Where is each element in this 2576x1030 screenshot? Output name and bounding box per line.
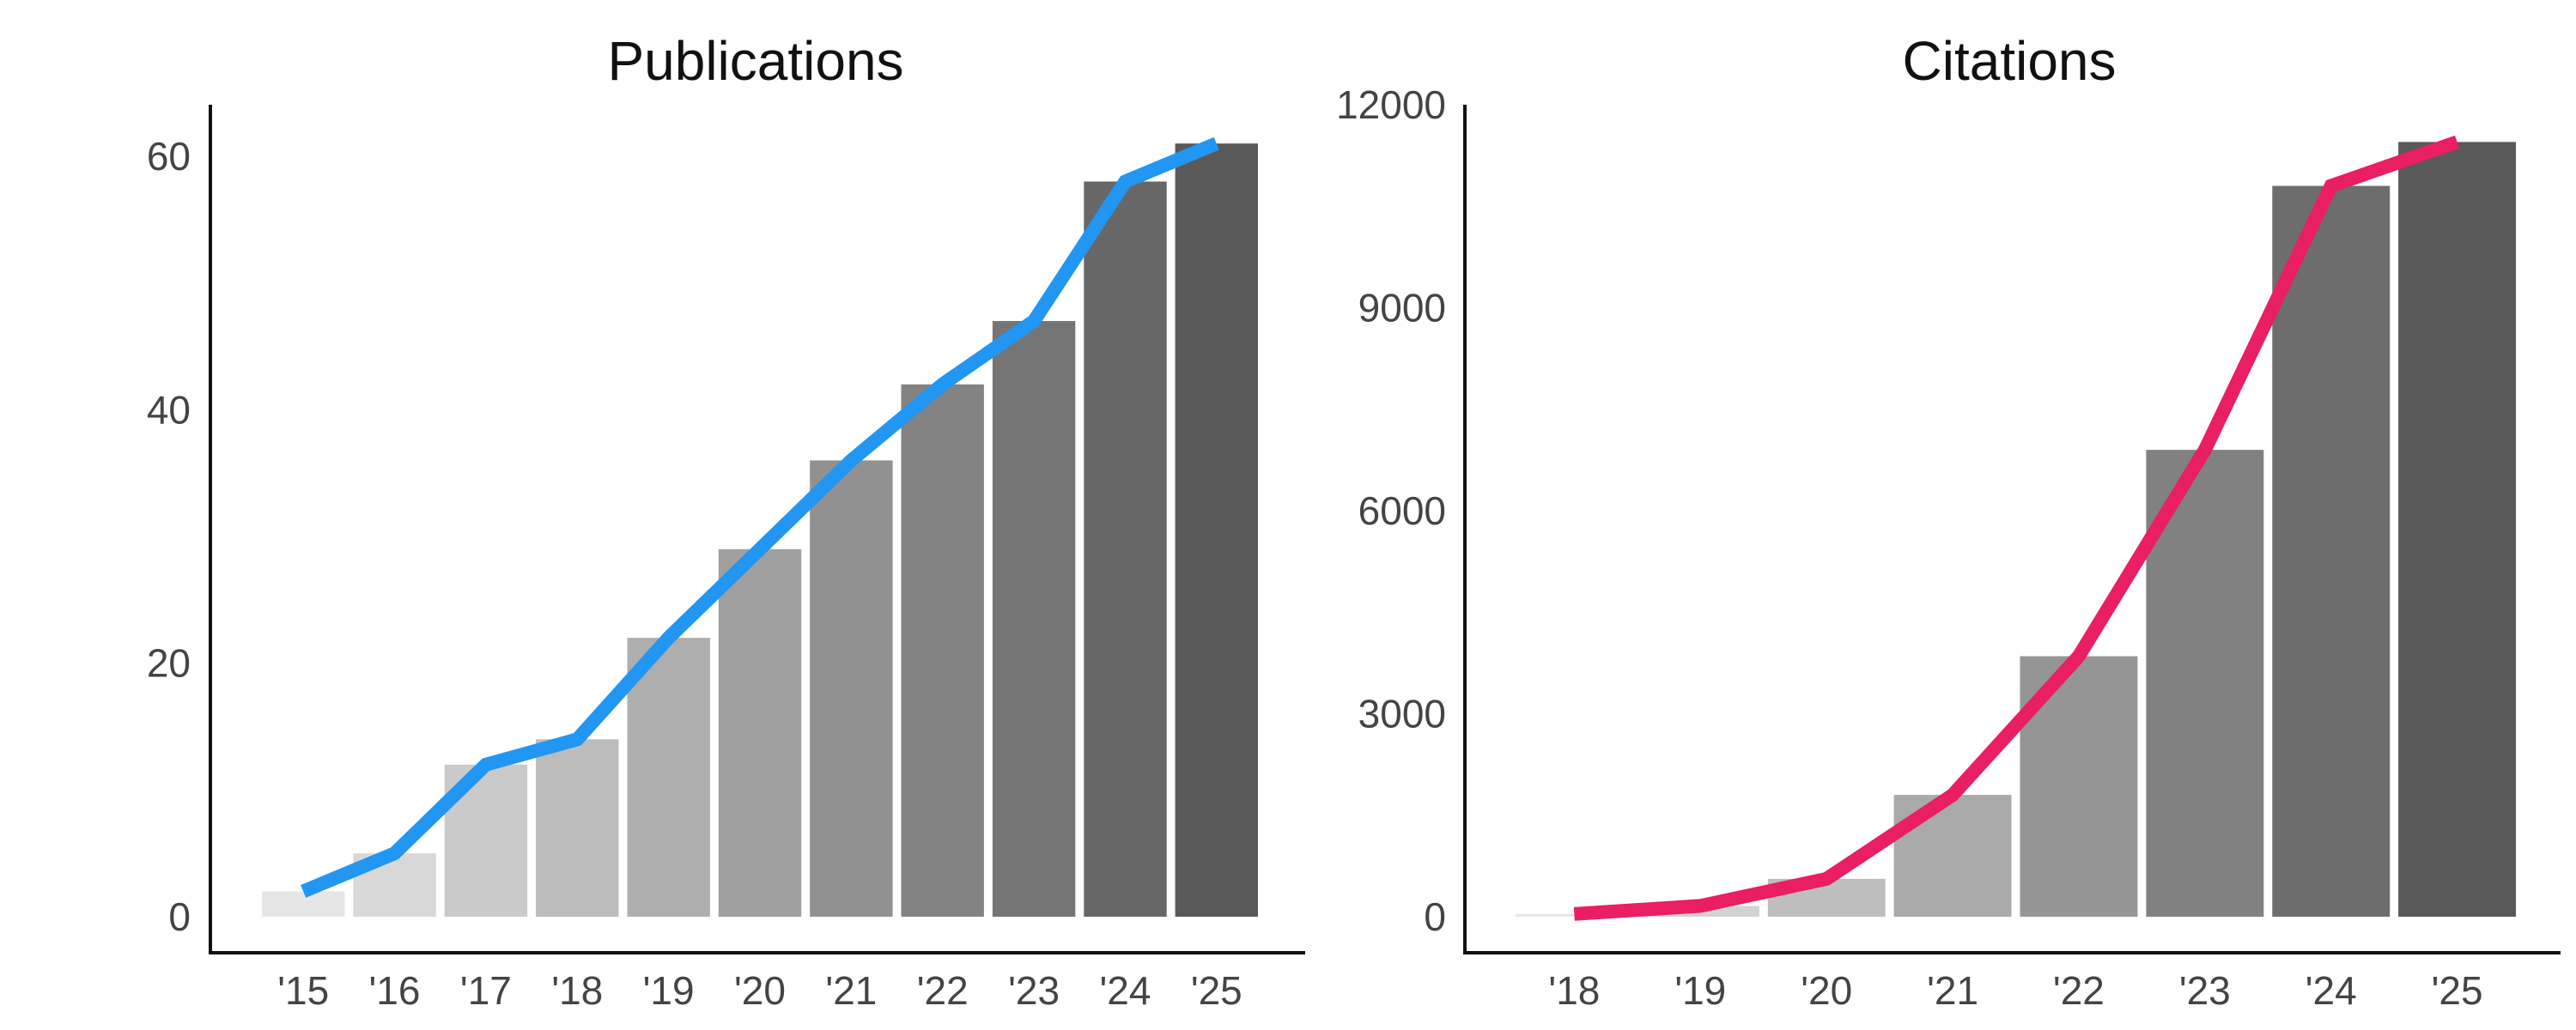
citations-bar <box>2146 450 2264 917</box>
publications-x-tick-label: '24 <box>1100 968 1151 1013</box>
publications-y-ticks: 0 20 40 60 <box>147 134 191 939</box>
publications-bar <box>536 739 619 917</box>
publications-x-tick-label: '22 <box>917 968 969 1013</box>
citations-x-tick-label: '18 <box>1548 968 1600 1013</box>
citations-x-tick-label: '24 <box>2306 968 2357 1013</box>
citations-bar <box>1516 913 1633 917</box>
publications-bar <box>1084 181 1167 917</box>
publications-x-tick-label: '25 <box>1191 968 1242 1013</box>
citations-y-ticks: 0 3000 6000 9000 12000 <box>1336 82 1446 939</box>
publications-x-tick-label: '20 <box>734 968 786 1013</box>
publications-x-tick-label: '21 <box>825 968 877 1013</box>
citations-trend-line <box>1573 135 2460 921</box>
publications-x-tick-label: '18 <box>551 968 603 1013</box>
citations-x-tick-label: '25 <box>2432 968 2483 1013</box>
publications-bar <box>901 384 984 917</box>
publications-trend-line <box>301 136 1219 898</box>
citations-x-tick-label: '19 <box>1674 968 1726 1013</box>
publications-bar <box>992 321 1076 917</box>
citations-trend-line-group <box>1573 135 2460 921</box>
citations-y-tick-label: 6000 <box>1358 488 1446 533</box>
citations-y-tick-label: 9000 <box>1358 286 1446 330</box>
citations-chart: Citations 0 3000 6000 9000 12000 '18 '19 '20 '2… <box>1336 30 2561 1013</box>
citations-title: Citations <box>1903 30 2117 92</box>
citations-x-tick-label: '23 <box>2179 968 2231 1013</box>
citations-bar <box>2398 142 2516 917</box>
publications-x-ticks: '15 '16 '17 '18 '19 '20 '21 '22 '23 '24 '25 <box>277 968 1242 1013</box>
citations-y-tick-label: 3000 <box>1358 692 1446 736</box>
publications-y-tick-label: 60 <box>147 134 191 179</box>
publications-bar <box>627 638 710 917</box>
publications-bars <box>262 143 1258 917</box>
publications-y-tick-label: 40 <box>147 387 191 432</box>
publications-x-tick-label: '23 <box>1008 968 1060 1013</box>
publications-x-tick-label: '17 <box>460 968 512 1013</box>
citations-y-tick-label: 0 <box>1424 894 1446 939</box>
citations-y-tick-label: 12000 <box>1336 82 1446 127</box>
publications-bar <box>262 891 345 917</box>
publications-bar <box>718 548 802 917</box>
citations-x-ticks: '18 '19 '20 '21 '22 '23 '24 '25 <box>1548 968 2482 1013</box>
publications-title: Publications <box>607 30 903 92</box>
citations-x-tick-label: '20 <box>1801 968 1852 1013</box>
publications-y-tick-label: 0 <box>168 894 191 939</box>
citations-x-tick-label: '22 <box>2053 968 2105 1013</box>
citations-bar <box>1893 795 2012 917</box>
publications-x-tick-label: '15 <box>277 968 329 1013</box>
citations-bar <box>2272 185 2391 918</box>
publications-x-tick-label: '19 <box>643 968 695 1013</box>
publications-x-tick-label: '16 <box>369 968 421 1013</box>
publications-bar <box>810 460 893 917</box>
publications-y-tick-label: 20 <box>147 641 191 686</box>
publications-bar <box>1175 143 1258 917</box>
citations-bars <box>1516 142 2516 918</box>
publications-trend-line-group <box>301 136 1219 898</box>
citations-x-tick-label: '21 <box>1927 968 1978 1013</box>
